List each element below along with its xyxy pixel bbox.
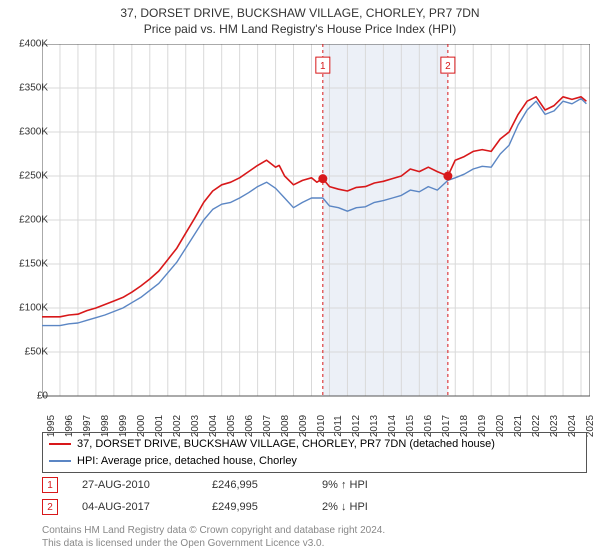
y-tick-label: £100K [6, 303, 48, 314]
legend-swatch-hpi [49, 460, 71, 462]
y-tick-label: £200K [6, 215, 48, 226]
chart-svg: 12 [42, 44, 590, 426]
legend: 37, DORSET DRIVE, BUCKSHAW VILLAGE, CHOR… [42, 432, 587, 473]
marker-date-2: 04-AUG-2017 [82, 501, 212, 513]
legend-row-hpi: HPI: Average price, detached house, Chor… [49, 453, 580, 470]
y-tick-label: £400K [6, 39, 48, 50]
marker-price-2: £249,995 [212, 501, 322, 513]
footer-line-1: Contains HM Land Registry data © Crown c… [42, 524, 385, 537]
legend-row-property: 37, DORSET DRIVE, BUCKSHAW VILLAGE, CHOR… [49, 436, 580, 453]
marker-row-1: 1 27-AUG-2010 £246,995 9% ↑ HPI [42, 474, 442, 496]
marker-price-1: £246,995 [212, 479, 322, 491]
y-tick-label: £0 [6, 391, 48, 402]
svg-text:1: 1 [320, 61, 326, 72]
chart-container: 37, DORSET DRIVE, BUCKSHAW VILLAGE, CHOR… [0, 0, 600, 560]
footer-line-2: This data is licensed under the Open Gov… [42, 537, 385, 550]
footer: Contains HM Land Registry data © Crown c… [42, 524, 385, 550]
marker-badge-2: 2 [42, 499, 58, 515]
legend-label-hpi: HPI: Average price, detached house, Chor… [77, 453, 297, 470]
marker-table: 1 27-AUG-2010 £246,995 9% ↑ HPI 2 04-AUG… [42, 474, 442, 518]
legend-swatch-property [49, 443, 71, 445]
title-line-1: 37, DORSET DRIVE, BUCKSHAW VILLAGE, CHOR… [0, 0, 600, 20]
marker-date-1: 27-AUG-2010 [82, 479, 212, 491]
marker-badge-1: 1 [42, 477, 58, 493]
marker-pct-2: 2% ↓ HPI [322, 501, 442, 513]
marker-row-2: 2 04-AUG-2017 £249,995 2% ↓ HPI [42, 496, 442, 518]
legend-label-property: 37, DORSET DRIVE, BUCKSHAW VILLAGE, CHOR… [77, 436, 495, 453]
title-line-2: Price paid vs. HM Land Registry's House … [0, 20, 600, 36]
marker-pct-1: 9% ↑ HPI [322, 479, 442, 491]
y-tick-label: £150K [6, 259, 48, 270]
y-tick-label: £250K [6, 171, 48, 182]
y-tick-label: £50K [6, 347, 48, 358]
y-tick-label: £350K [6, 83, 48, 94]
y-tick-label: £300K [6, 127, 48, 138]
svg-text:2: 2 [445, 61, 451, 72]
